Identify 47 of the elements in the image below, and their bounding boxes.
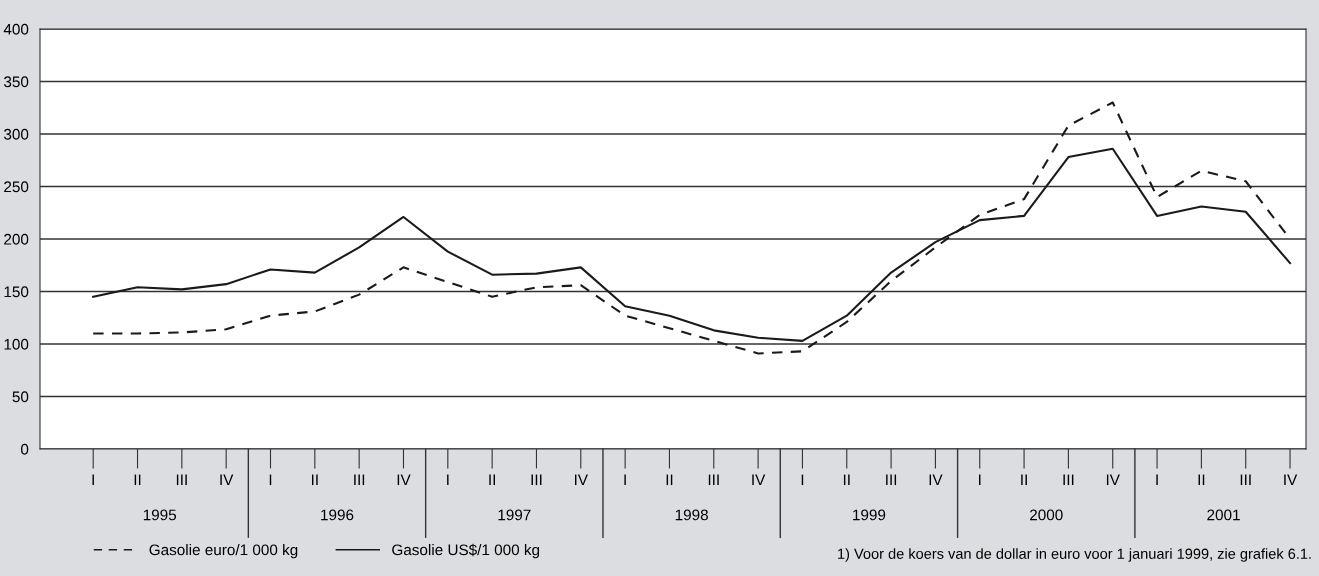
- text: 1998: [675, 509, 708, 521]
- text: 2001: [1207, 509, 1240, 521]
- text: 1995: [143, 509, 177, 521]
- x-tick-label: III: [354, 474, 365, 486]
- x-tick-label: II: [843, 474, 850, 486]
- x-tick-label: IV: [220, 474, 234, 486]
- y-tick-label: 0: [20, 443, 29, 455]
- x-tick-label: I: [92, 474, 94, 486]
- x-tick-label: II: [489, 474, 495, 486]
- x-tick-label: IV: [574, 474, 588, 486]
- y-tick-label: 150: [4, 286, 29, 298]
- y-tick-label: 100: [4, 338, 29, 350]
- text: 1996: [321, 509, 354, 521]
- x-tick-label: II: [666, 474, 673, 486]
- x-tick-label: I: [1156, 474, 1158, 486]
- x-tick-label: II: [1198, 474, 1205, 486]
- x-tick-label: III: [531, 474, 542, 486]
- text: 1) Voor de koers van de dollar in euro voor 1 januari 1999, zie grafiek 6.1.: [838, 548, 1311, 562]
- x-tick-label: III: [1240, 474, 1251, 486]
- x-tick-label: II: [1021, 474, 1027, 486]
- text: 1999: [853, 509, 886, 521]
- y-tick-label: 200: [4, 233, 29, 245]
- legend-label: Gasolie euro/1 000 kg: [149, 544, 298, 559]
- y-tick-label: 400: [3, 23, 29, 35]
- x-tick-label: IV: [929, 474, 943, 486]
- x-tick-label: I: [801, 474, 804, 486]
- x-tick-label: I: [979, 474, 981, 486]
- x-tick-label: IV: [1106, 474, 1120, 486]
- x-tick-label: II: [134, 474, 141, 486]
- text: 1997: [498, 509, 531, 521]
- y-tick-label: 350: [3, 76, 29, 88]
- x-tick-label: IV: [752, 474, 766, 486]
- x-tick-label: III: [1063, 474, 1074, 486]
- x-tick-label: III: [708, 474, 719, 486]
- x-tick-label: IV: [1284, 474, 1298, 486]
- x-tick-label: I: [447, 474, 449, 486]
- x-tick-label: IV: [397, 474, 411, 486]
- legend-label: Gasolie US$/1 000 kg: [392, 543, 540, 559]
- text: 2000: [1030, 509, 1063, 521]
- y-tick-label: 50: [12, 391, 29, 403]
- y-tick-label: 300: [3, 128, 29, 140]
- x-tick-label: I: [269, 474, 272, 486]
- x-tick-label: II: [312, 474, 318, 486]
- x-tick-label: III: [886, 474, 897, 486]
- y-tick-label: 250: [4, 181, 29, 193]
- x-tick-label: I: [624, 474, 626, 486]
- x-tick-label: III: [176, 474, 187, 486]
